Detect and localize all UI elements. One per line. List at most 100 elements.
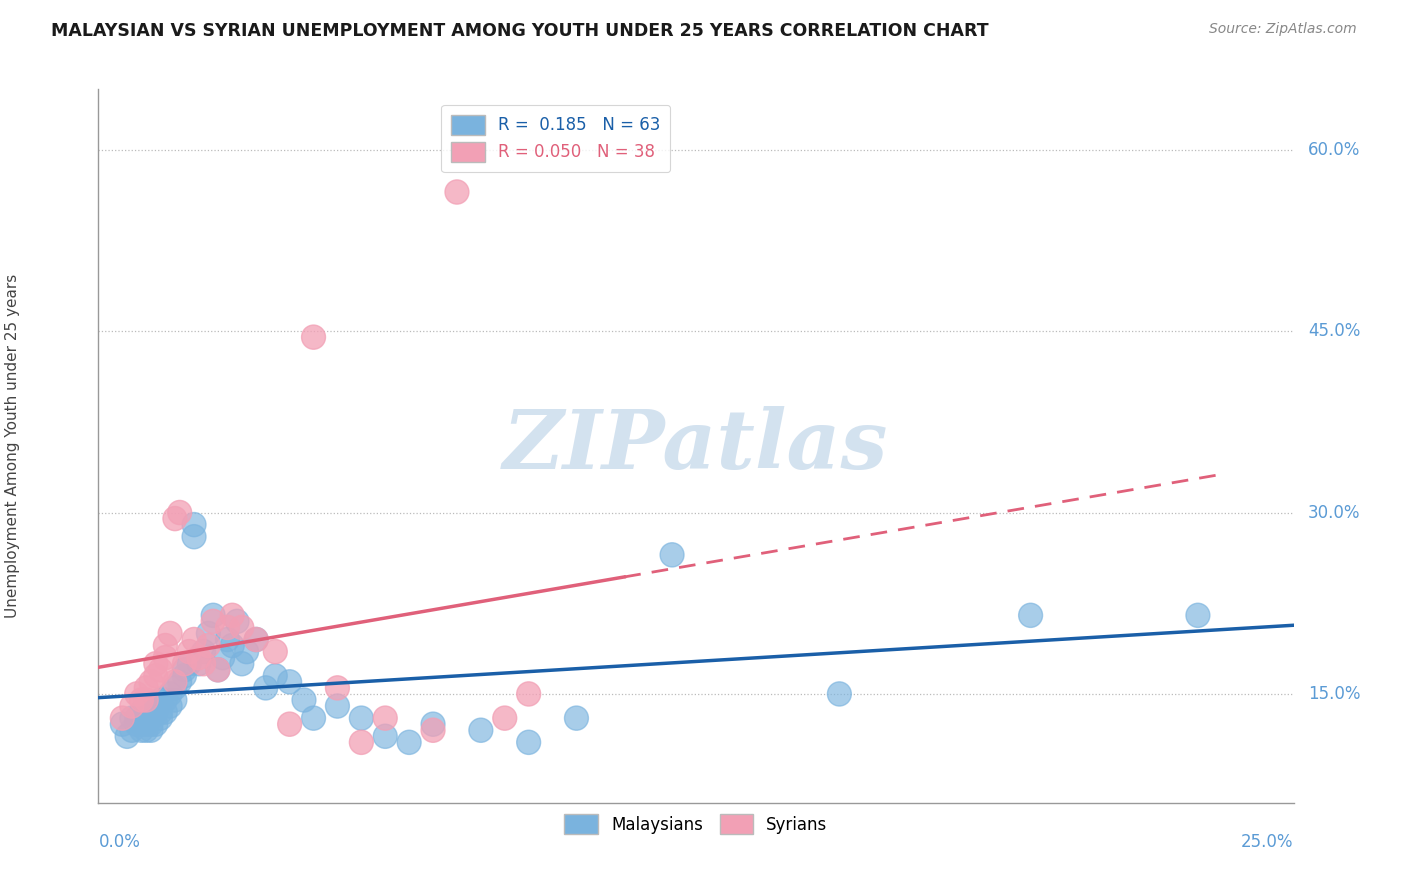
Ellipse shape	[398, 731, 422, 755]
Ellipse shape	[215, 615, 239, 640]
Ellipse shape	[173, 664, 197, 688]
Ellipse shape	[139, 706, 163, 731]
Ellipse shape	[143, 652, 167, 676]
Ellipse shape	[517, 731, 541, 755]
Ellipse shape	[183, 627, 207, 652]
Ellipse shape	[167, 500, 191, 524]
Ellipse shape	[149, 657, 173, 681]
Ellipse shape	[263, 664, 287, 688]
Ellipse shape	[163, 688, 187, 712]
Ellipse shape	[374, 724, 398, 748]
Ellipse shape	[135, 712, 159, 736]
Ellipse shape	[422, 718, 446, 742]
Ellipse shape	[221, 603, 245, 627]
Text: ZIPatlas: ZIPatlas	[503, 406, 889, 486]
Ellipse shape	[135, 688, 159, 712]
Ellipse shape	[278, 712, 302, 736]
Ellipse shape	[153, 700, 177, 724]
Ellipse shape	[1187, 603, 1211, 627]
Ellipse shape	[173, 657, 197, 681]
Ellipse shape	[129, 700, 153, 724]
Ellipse shape	[120, 694, 143, 718]
Ellipse shape	[254, 676, 278, 700]
Legend: Malaysians, Syrians: Malaysians, Syrians	[558, 807, 834, 841]
Ellipse shape	[159, 694, 183, 718]
Ellipse shape	[350, 706, 374, 731]
Ellipse shape	[129, 688, 153, 712]
Ellipse shape	[143, 664, 167, 688]
Ellipse shape	[197, 622, 221, 646]
Ellipse shape	[139, 670, 163, 694]
Ellipse shape	[235, 640, 259, 664]
Ellipse shape	[661, 542, 685, 567]
Ellipse shape	[245, 627, 269, 652]
Ellipse shape	[326, 694, 350, 718]
Ellipse shape	[470, 718, 494, 742]
Ellipse shape	[135, 718, 159, 742]
Ellipse shape	[120, 718, 143, 742]
Ellipse shape	[129, 718, 153, 742]
Ellipse shape	[225, 609, 249, 633]
Ellipse shape	[143, 700, 167, 724]
Ellipse shape	[245, 627, 269, 652]
Ellipse shape	[115, 724, 139, 748]
Ellipse shape	[422, 712, 446, 736]
Ellipse shape	[153, 633, 177, 657]
Ellipse shape	[139, 712, 163, 736]
Ellipse shape	[153, 688, 177, 712]
Ellipse shape	[292, 688, 316, 712]
Ellipse shape	[197, 633, 221, 657]
Ellipse shape	[221, 633, 245, 657]
Ellipse shape	[191, 652, 215, 676]
Ellipse shape	[163, 676, 187, 700]
Text: 45.0%: 45.0%	[1308, 322, 1360, 340]
Text: 0.0%: 0.0%	[98, 833, 141, 851]
Text: 15.0%: 15.0%	[1308, 685, 1361, 703]
Ellipse shape	[207, 657, 231, 681]
Text: 25.0%: 25.0%	[1241, 833, 1294, 851]
Ellipse shape	[163, 507, 187, 531]
Ellipse shape	[120, 706, 143, 731]
Ellipse shape	[374, 706, 398, 731]
Ellipse shape	[159, 681, 183, 706]
Ellipse shape	[177, 640, 201, 664]
Ellipse shape	[201, 603, 225, 627]
Ellipse shape	[278, 670, 302, 694]
Ellipse shape	[143, 694, 167, 718]
Ellipse shape	[149, 706, 173, 731]
Ellipse shape	[163, 670, 187, 694]
Ellipse shape	[135, 706, 159, 731]
Ellipse shape	[301, 325, 326, 350]
Ellipse shape	[263, 640, 287, 664]
Text: 30.0%: 30.0%	[1308, 503, 1361, 522]
Text: Source: ZipAtlas.com: Source: ZipAtlas.com	[1209, 22, 1357, 37]
Ellipse shape	[446, 180, 470, 204]
Ellipse shape	[494, 706, 517, 731]
Ellipse shape	[135, 700, 159, 724]
Ellipse shape	[1019, 603, 1043, 627]
Ellipse shape	[301, 706, 326, 731]
Ellipse shape	[111, 706, 135, 731]
Ellipse shape	[139, 718, 163, 742]
Ellipse shape	[827, 681, 852, 706]
Ellipse shape	[143, 712, 167, 736]
Ellipse shape	[231, 615, 254, 640]
Text: Unemployment Among Youth under 25 years: Unemployment Among Youth under 25 years	[4, 274, 20, 618]
Ellipse shape	[153, 646, 177, 670]
Ellipse shape	[125, 712, 149, 736]
Ellipse shape	[187, 646, 211, 670]
Text: 60.0%: 60.0%	[1308, 141, 1360, 159]
Ellipse shape	[183, 513, 207, 537]
Ellipse shape	[231, 652, 254, 676]
Ellipse shape	[517, 681, 541, 706]
Ellipse shape	[215, 627, 239, 652]
Ellipse shape	[326, 676, 350, 700]
Ellipse shape	[125, 706, 149, 731]
Ellipse shape	[207, 657, 231, 681]
Ellipse shape	[201, 609, 225, 633]
Ellipse shape	[191, 640, 215, 664]
Ellipse shape	[177, 652, 201, 676]
Ellipse shape	[149, 688, 173, 712]
Ellipse shape	[135, 676, 159, 700]
Ellipse shape	[111, 712, 135, 736]
